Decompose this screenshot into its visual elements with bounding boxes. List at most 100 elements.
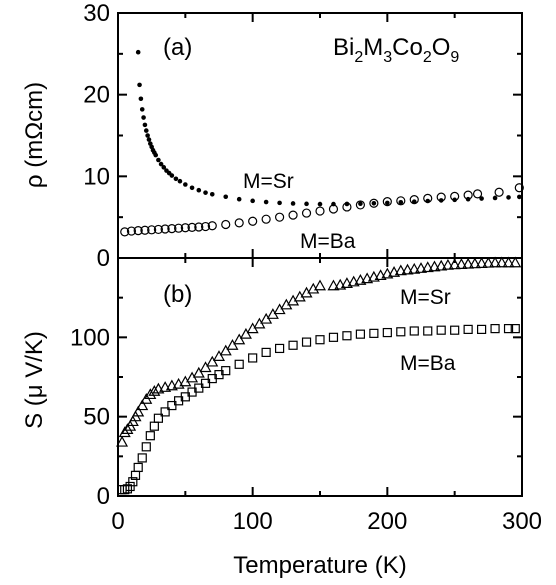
y-axis-label-b: S (μ V/K) <box>21 331 48 429</box>
data-point <box>355 200 365 210</box>
data-point <box>165 379 178 391</box>
data-point <box>463 324 473 334</box>
data-point <box>233 333 246 345</box>
data-point <box>116 435 129 447</box>
y-tick-label-a: 30 <box>83 0 110 27</box>
data-point <box>236 196 242 202</box>
data-point <box>200 221 211 232</box>
panel-a: 0 10 20 30 (a) Bi2M3Co2O9 M=Sr M=Ba ρ (mΩcm… <box>21 0 524 272</box>
data-point <box>277 200 282 206</box>
data-point <box>347 275 360 287</box>
data-point <box>137 453 147 463</box>
data-point <box>328 204 339 214</box>
data-point <box>495 256 508 268</box>
data-point <box>199 361 212 373</box>
panel-a-label: (a) <box>163 34 192 61</box>
data-point <box>234 359 244 369</box>
data-point <box>226 339 239 350</box>
panel-b-label: (b) <box>163 281 192 308</box>
data-point <box>448 258 461 270</box>
data-point <box>180 223 190 233</box>
data-point <box>472 189 483 199</box>
y-tick-label-b: 100 <box>70 324 110 351</box>
data-point <box>490 324 500 334</box>
data-point <box>136 399 149 411</box>
data-point <box>261 214 271 224</box>
data-point <box>121 423 134 434</box>
data-point <box>301 337 312 347</box>
data-point <box>147 225 157 235</box>
data-point <box>423 326 433 336</box>
data-point <box>183 182 188 187</box>
data-point <box>194 222 204 232</box>
data-point <box>156 157 161 163</box>
data-point <box>509 256 522 268</box>
data-point <box>189 185 195 191</box>
data-point <box>161 165 167 170</box>
data-point <box>342 202 352 212</box>
data-point <box>120 227 130 237</box>
data-point <box>510 324 520 334</box>
data-point <box>414 262 428 273</box>
data-point <box>475 257 488 268</box>
x-tick-label: 200 <box>367 508 407 535</box>
series-label-ba-a: M=Ba <box>300 230 356 253</box>
data-point <box>288 210 298 220</box>
panel-b-points <box>116 256 522 495</box>
data-point <box>275 212 285 222</box>
data-point <box>122 484 133 494</box>
data-point <box>160 224 170 234</box>
data-point <box>385 200 390 206</box>
data-point <box>428 260 441 272</box>
data-point <box>315 335 325 345</box>
data-point <box>394 264 407 276</box>
y-tick-label-b: 50 <box>83 404 110 431</box>
data-point <box>209 192 215 197</box>
data-point <box>138 96 144 102</box>
data-point <box>304 201 309 207</box>
data-point <box>317 201 323 207</box>
panel-a-points <box>120 49 524 237</box>
data-point <box>489 256 502 268</box>
data-point <box>221 219 231 230</box>
data-point <box>223 194 229 200</box>
series-label-ba-b: M=Ba <box>400 352 456 375</box>
data-point <box>137 82 142 88</box>
data-point <box>250 198 255 204</box>
data-point <box>401 263 414 275</box>
y-tick-label-a: 20 <box>83 82 110 109</box>
data-point <box>139 107 145 112</box>
data-point <box>248 216 258 226</box>
data-point <box>468 257 481 269</box>
data-point <box>248 353 258 363</box>
data-point <box>369 198 379 208</box>
data-point <box>128 477 138 487</box>
panel-b: 0 50 100 0 100 200 300 (b) M=Sr M=Ba S (μ V/K)… <box>21 256 542 579</box>
data-point <box>142 122 148 128</box>
x-tick-label: 300 <box>502 508 542 535</box>
data-point <box>194 383 204 393</box>
data-point <box>239 327 252 339</box>
data-point <box>369 328 379 338</box>
data-point <box>152 382 165 394</box>
data-point <box>192 366 205 378</box>
y-axis-label-a: ρ (mΩcm) <box>21 82 48 188</box>
panel-b-ticks: 0 50 100 0 100 200 300 <box>70 257 542 535</box>
data-point <box>145 431 155 441</box>
data-point <box>146 137 152 142</box>
series-label-sr-a: M=Sr <box>243 170 294 193</box>
data-point <box>140 225 150 235</box>
series-b-0 <box>116 256 522 447</box>
data-point <box>169 173 175 178</box>
data-point <box>388 266 401 277</box>
data-point <box>200 378 211 388</box>
data-point <box>153 413 163 423</box>
data-point <box>135 49 141 55</box>
data-point <box>221 366 231 376</box>
data-point <box>382 327 392 338</box>
series-a-1 <box>120 183 524 237</box>
data-point <box>143 128 149 133</box>
data-point <box>371 200 377 206</box>
x-axis-label: Temperature (K) <box>233 552 406 579</box>
